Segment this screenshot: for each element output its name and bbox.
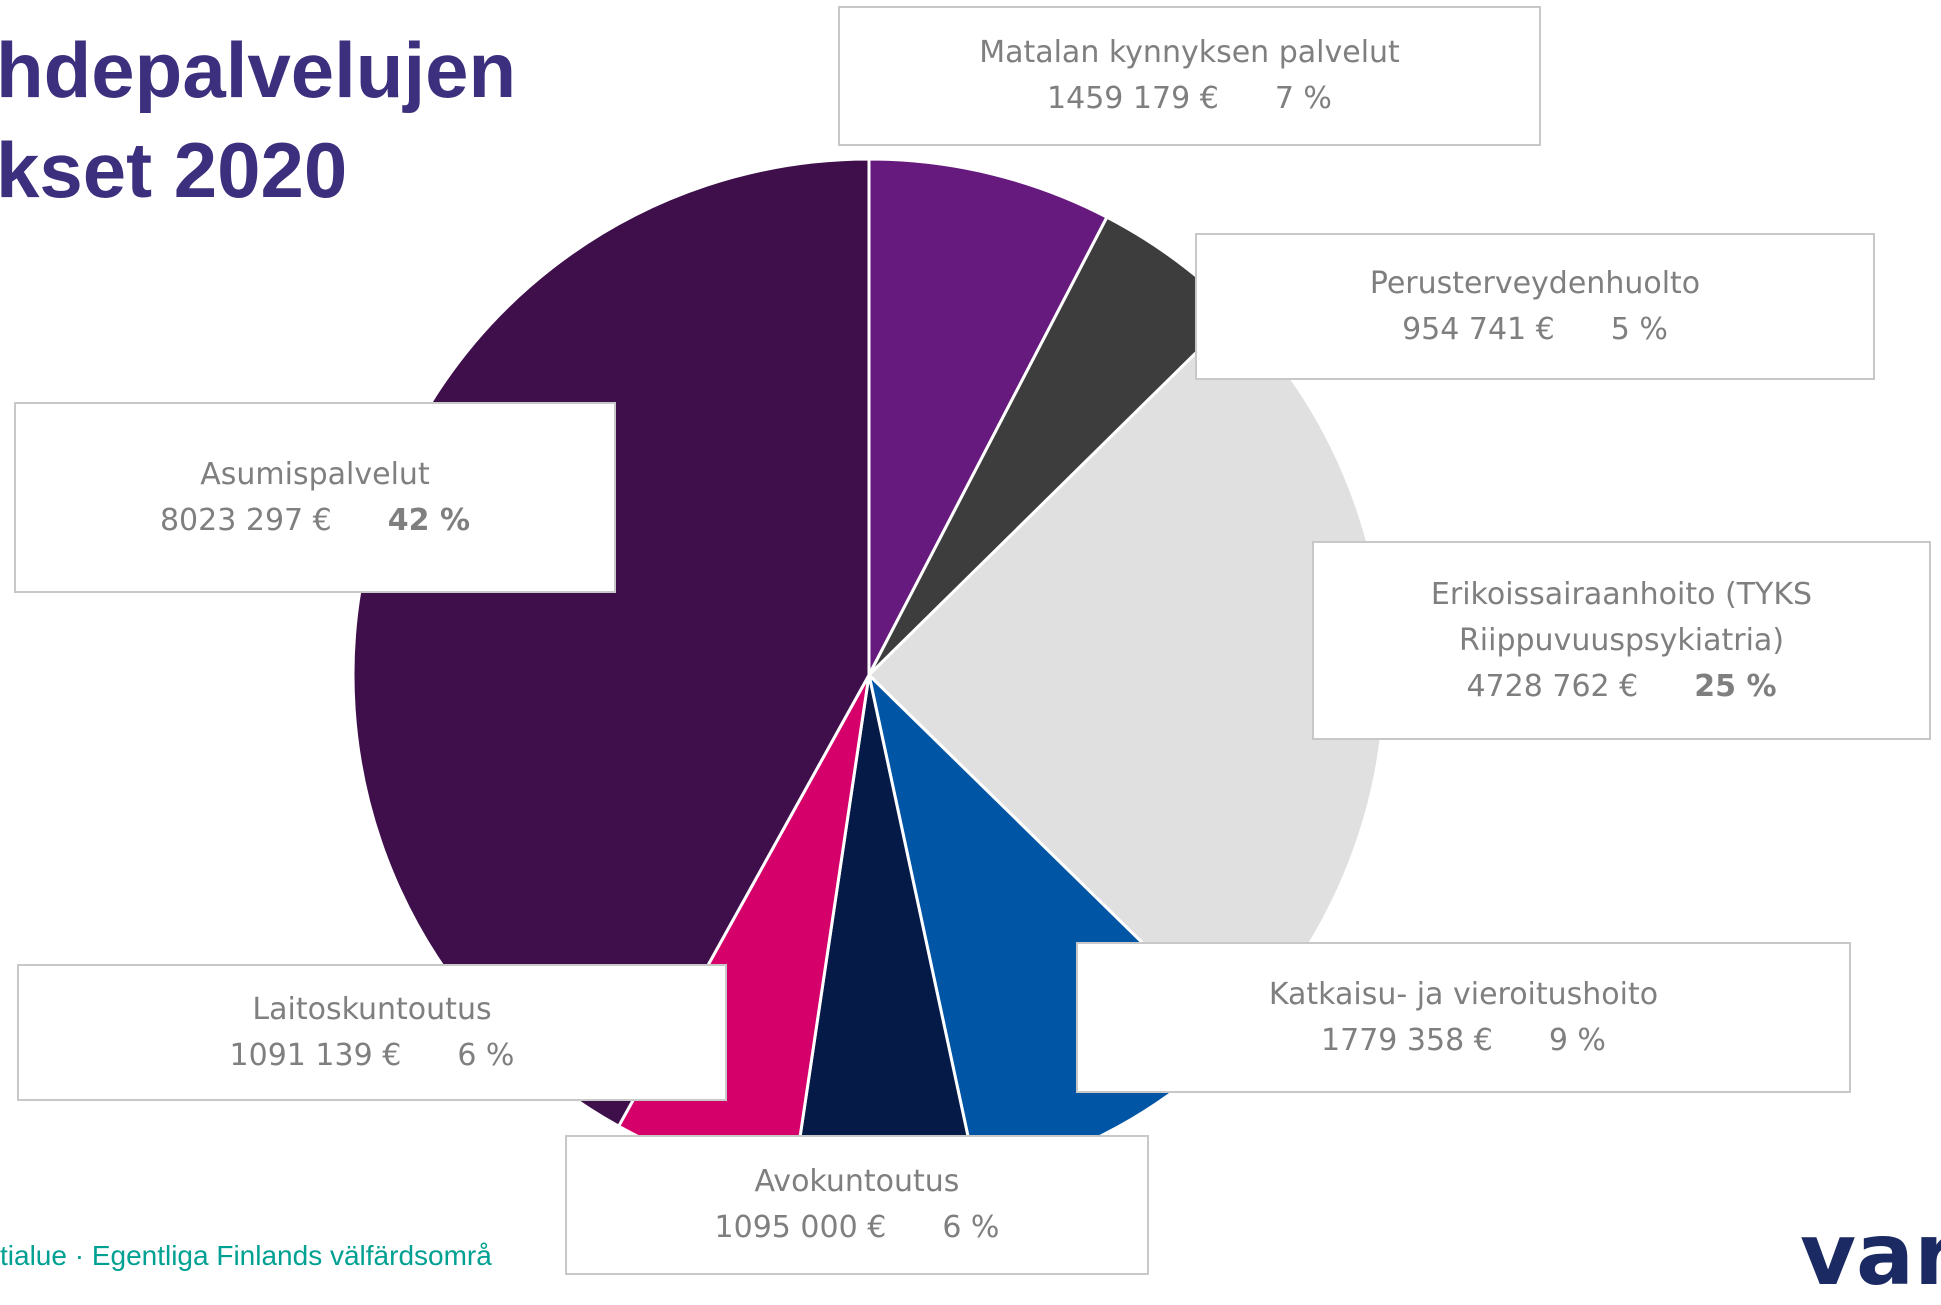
value-label: 4728 762 € [1466, 668, 1639, 704]
data-label: Katkaisu- ja vieroitushoito 1779 358 € 9 % [1076, 942, 1851, 1093]
data-label: Erikoissairaanhoito (TYKS Riippuvuuspsyk… [1312, 541, 1931, 740]
share-label: 5 % [1610, 311, 1668, 347]
data-label: Matalan kynnyksen palvelut 1459 179 € 7 % [838, 6, 1541, 146]
pie-slice [867, 157, 1109, 676]
value-row: 1459 179 € 7 % [870, 76, 1509, 122]
value-row: 1779 358 € 9 % [1108, 1018, 1819, 1064]
category-label: Matalan kynnyksen palvelut [979, 35, 1400, 70]
value-label: 1459 179 € [1047, 81, 1219, 116]
data-label: Perusterveydenhuolto 954 741 € 5 % [1195, 233, 1875, 380]
category-label: Asumispalvelut [200, 456, 430, 492]
share-label: 42 % [387, 502, 471, 538]
share-label: 6 % [457, 1037, 515, 1073]
category-label: Erikoissairaanhoito (TYKS Riippuvuuspsyk… [1430, 576, 1813, 658]
value-label: 1095 000 € [714, 1210, 887, 1245]
data-label: Asumispalvelut 8023 297 € 42 % [14, 402, 616, 593]
data-label: Laitoskuntoutus 1091 139 € 6 % [17, 964, 727, 1101]
share-label: 9 % [1548, 1022, 1606, 1058]
value-label: 1779 358 € [1321, 1022, 1493, 1058]
value-row: 4728 762 € 25 % [1344, 664, 1899, 710]
title-line: kset 2020 [0, 126, 348, 214]
data-label: Avokuntoutus 1095 000 € 6 % [565, 1135, 1149, 1275]
value-label: 954 741 € [1402, 311, 1555, 347]
category-label: Perusterveydenhuolto [1369, 265, 1701, 301]
share-label: 6 % [942, 1210, 1000, 1245]
value-label: 8023 297 € [159, 502, 332, 538]
category-label: Avokuntoutus [754, 1164, 960, 1199]
value-row: 8023 297 € 42 % [46, 498, 584, 544]
value-row: 1095 000 € 6 % [597, 1205, 1117, 1251]
value-label: 1091 139 € [229, 1037, 402, 1073]
category-label: Laitoskuntoutus [252, 991, 492, 1027]
title-line: hdepalvelujen [0, 26, 517, 114]
category-label: Katkaisu- ja vieroitushoito [1268, 976, 1659, 1012]
page: hdepalvelujen kset 2020 tialue · Egentli… [0, 6, 1941, 1305]
value-row: 1091 139 € 6 % [49, 1033, 695, 1079]
value-row: 954 741 € 5 % [1227, 307, 1843, 353]
share-label: 25 % [1694, 668, 1777, 704]
footer: tialue · Egentliga Finlands välfärdsområ [0, 1240, 492, 1271]
logo: var [1800, 1205, 1941, 1305]
share-label: 7 % [1274, 81, 1332, 116]
